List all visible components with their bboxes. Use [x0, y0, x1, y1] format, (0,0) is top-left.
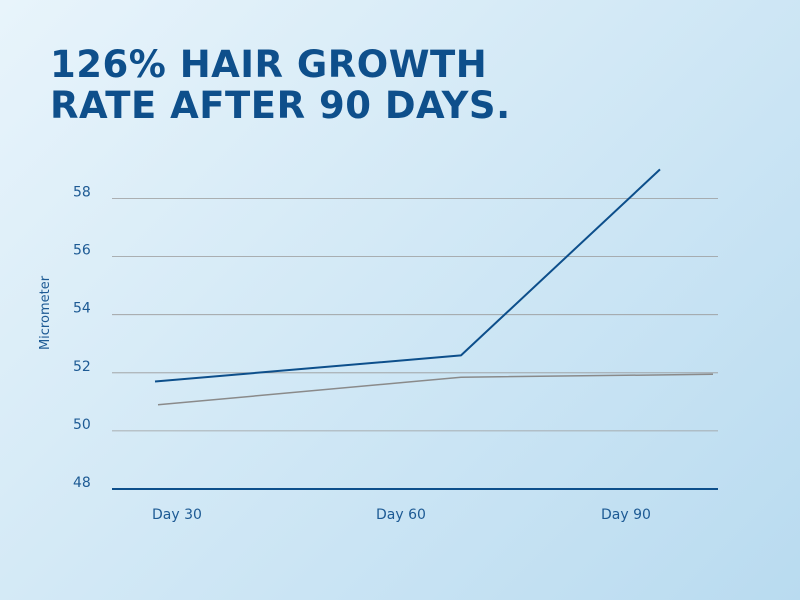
x-tick-label: Day 30 [152, 507, 202, 523]
series-lines [154, 168, 714, 406]
chart-title-line-2: RATE AFTER 90 DAYS. [50, 84, 511, 127]
grid-lines [112, 198, 718, 490]
y-tick-label: 56 [73, 243, 91, 259]
y-tick-label: 58 [73, 185, 91, 201]
series-line-2 [157, 373, 714, 406]
x-axis-ticks: Day 30 Day 60 Day 90 [152, 507, 651, 523]
x-tick-label: Day 60 [376, 507, 426, 523]
y-axis-label: Micrometer [38, 275, 53, 350]
y-tick-label: 54 [73, 301, 91, 317]
chart-title: 126% HAIR GROWTH RATE AFTER 90 DAYS. [50, 44, 511, 126]
y-tick-label: 52 [73, 359, 91, 375]
x-tick-label: Day 90 [601, 507, 651, 523]
chart-title-line-1: 126% HAIR GROWTH [50, 43, 488, 86]
y-tick-label: 50 [73, 417, 91, 433]
series-line-1 [154, 168, 661, 383]
y-axis-ticks: 48 50 52 54 56 58 [73, 185, 91, 492]
y-tick-label: 48 [73, 475, 91, 491]
